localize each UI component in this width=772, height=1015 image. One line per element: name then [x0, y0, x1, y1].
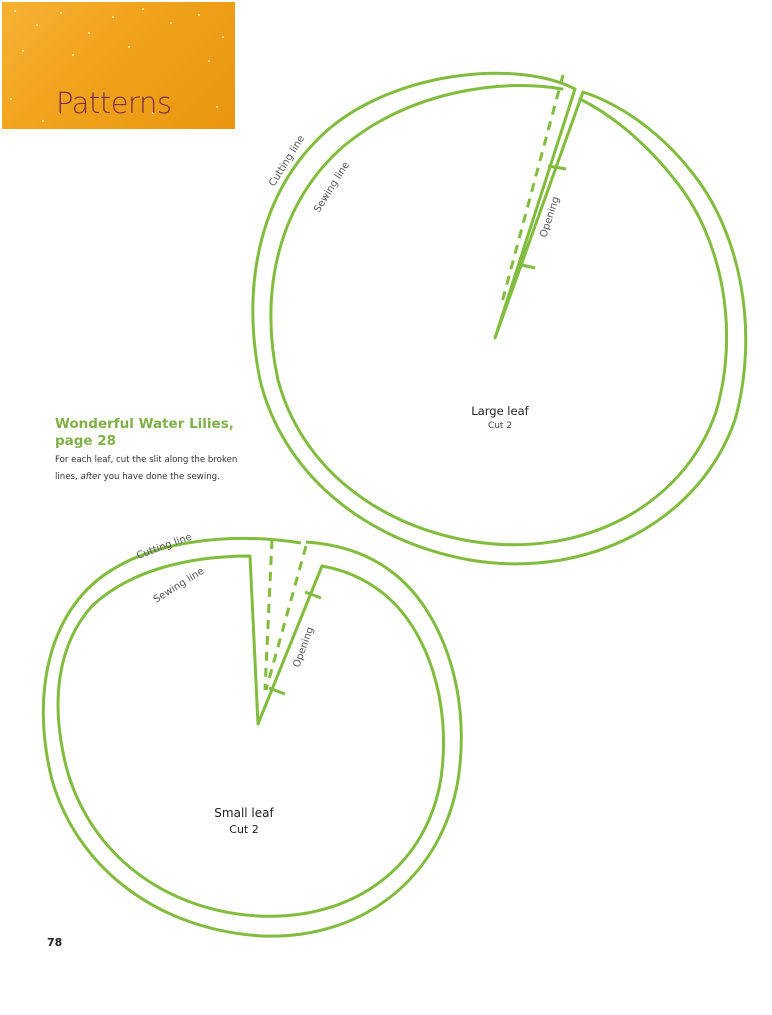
header-banner: Patterns [2, 2, 235, 129]
small-leaf-cutting-line [41, 536, 463, 938]
note-body-line1: For each leaf, cut the slit along the br… [55, 455, 238, 465]
small-leaf-sewing-label: Sewing line [152, 566, 206, 606]
small-leaf-name: Small leaf [214, 806, 274, 820]
note-body-line2-rest: you have done the sewing. [100, 472, 220, 482]
page-title: Patterns [56, 86, 172, 120]
large-leaf-opening-label: Opening [538, 195, 561, 239]
small-leaf-slit-dashed-right [264, 545, 308, 691]
large-leaf-instruction: Cut 2 [487, 421, 513, 431]
note-body-line2: lines, after you have done the sewing. [55, 469, 255, 486]
small-leaf-slit-dashed-left [263, 539, 274, 691]
small-leaf-opening-tick-bottom [268, 686, 286, 696]
page-number: 78 [47, 936, 63, 949]
small-leaf-instruction: Cut 2 [229, 823, 259, 836]
note-body: For each leaf, cut the slit along the br… [55, 452, 255, 486]
note-heading-line1: Wonderful Water Lilies, [55, 416, 234, 432]
large-leaf-caption: Large leaf Cut 2 [450, 404, 550, 431]
small-leaf-sewing-line [56, 554, 445, 918]
large-leaf-name: Large leaf [471, 404, 529, 418]
large-leaf-sewing-line [269, 84, 729, 547]
large-leaf-opening-tick-bottom [517, 262, 536, 270]
small-leaf-cutting-label: Cutting line [135, 532, 193, 562]
large-leaf-sewing-label: Sewing line [312, 160, 352, 214]
large-leaf-slit-dashed [499, 74, 565, 307]
note-body-line2-prefix: lines, [55, 472, 81, 482]
large-leaf-cutting-line [251, 71, 748, 566]
large-leaf-opening-tick-top [547, 164, 567, 171]
small-leaf-caption: Small leaf Cut 2 [194, 806, 294, 836]
note-heading: Wonderful Water Lilies, page 28 [55, 416, 234, 450]
small-leaf-opening-tick-top [304, 590, 322, 600]
note-heading-line2: page 28 [55, 433, 117, 449]
note-body-emphasis: after [80, 472, 101, 482]
